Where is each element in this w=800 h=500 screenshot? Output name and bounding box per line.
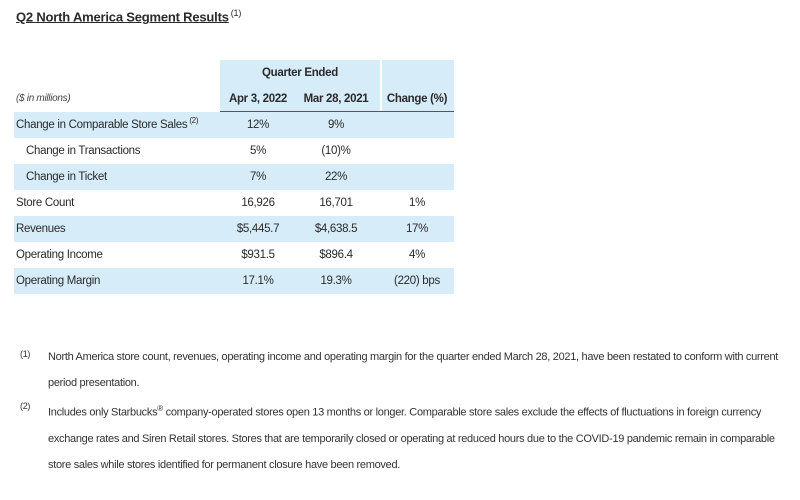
cell-value: 17% [405,223,429,235]
cell-value: 9% [327,119,345,131]
table-row: Operating Income $931.5 $896.4 4% [14,242,454,268]
table-row: Change in Ticket 7% 22% [14,164,454,190]
column-header-mar-2021: Mar 28, 2021 [303,93,369,105]
cell-value [380,138,454,164]
title-footnote-marker: (1) [230,8,242,18]
table-row: Change in Transactions 5% (10)% [14,138,454,164]
registered-mark: ® [157,404,163,413]
change-header-shade [382,60,454,86]
cell-value: $5,445.7 [236,223,280,235]
table-header-row-2: ($ in millions) Apr 3, 2022 Mar 28, 2021… [14,86,454,112]
cell-value: 7% [249,171,267,183]
cell-value [380,164,454,190]
cell-value: (220) bps [394,275,440,287]
row-label: Change in Comparable Store Sales (2) [16,116,199,131]
units-label: ($ in millions) [16,93,71,104]
table-row: Operating Margin 17.1% 19.3% (220) bps [14,268,454,294]
table-row: Change in Comparable Store Sales (2) 12% … [14,112,454,138]
footnote-marker: (1) [20,349,31,359]
footnote-text: North America store count, revenues, ope… [48,351,779,389]
cell-value: 4% [408,249,426,261]
change-header-shade-2 [382,86,454,112]
table-row: Revenues $5,445.7 $4,638.5 17% [14,216,454,242]
cell-value: $896.4 [319,249,353,261]
table-header-row-1: Quarter Ended [14,60,454,86]
column-header-apr-2022: Apr 3, 2022 [228,93,288,105]
cell-value: 16,926 [241,197,275,209]
footnotes: (1) North America store count, revenues,… [20,344,790,478]
cell-value: 12% [246,119,270,131]
cell-value: 1% [408,197,426,209]
row-label: Operating Income [16,249,103,261]
cell-value: 19.3% [320,275,352,287]
cell-value: 17.1% [242,275,274,287]
footnote-1: (1) North America store count, revenues,… [20,344,790,396]
row-label: Change in Ticket [26,171,107,183]
row-label: Store Count [16,197,75,209]
footnote-2: (2) Includes only Starbucks® company-ope… [20,396,790,478]
row-label: Change in Transactions [26,145,141,157]
date-header-shade [220,86,380,112]
cell-value: 5% [249,145,267,157]
row-label: Revenues [16,223,66,235]
cell-value: 22% [324,171,348,183]
cell-value: (10)% [321,145,351,157]
cell-value [380,112,454,138]
row-label: Operating Margin [16,275,101,287]
cell-value: $931.5 [241,249,275,261]
title-text: Q2 North America Segment Results [16,9,229,25]
group-header-quarter-ended: Quarter Ended [220,60,380,86]
footnote-text-after: company-operated stores open 13 months o… [48,406,775,471]
footnote-text-before: Includes only Starbucks [48,406,158,419]
cell-value: $4,638.5 [314,223,358,235]
cell-value: 16,701 [319,197,353,209]
column-header-change: Change (%) [386,93,448,105]
row-footnote-marker: (2) [189,116,199,126]
table-row: Store Count 16,926 16,701 1% [14,190,454,216]
footnote-marker: (2) [20,401,31,411]
header-underline [220,111,454,112]
page-title: Q2 North America Segment Results (1) [16,8,241,24]
